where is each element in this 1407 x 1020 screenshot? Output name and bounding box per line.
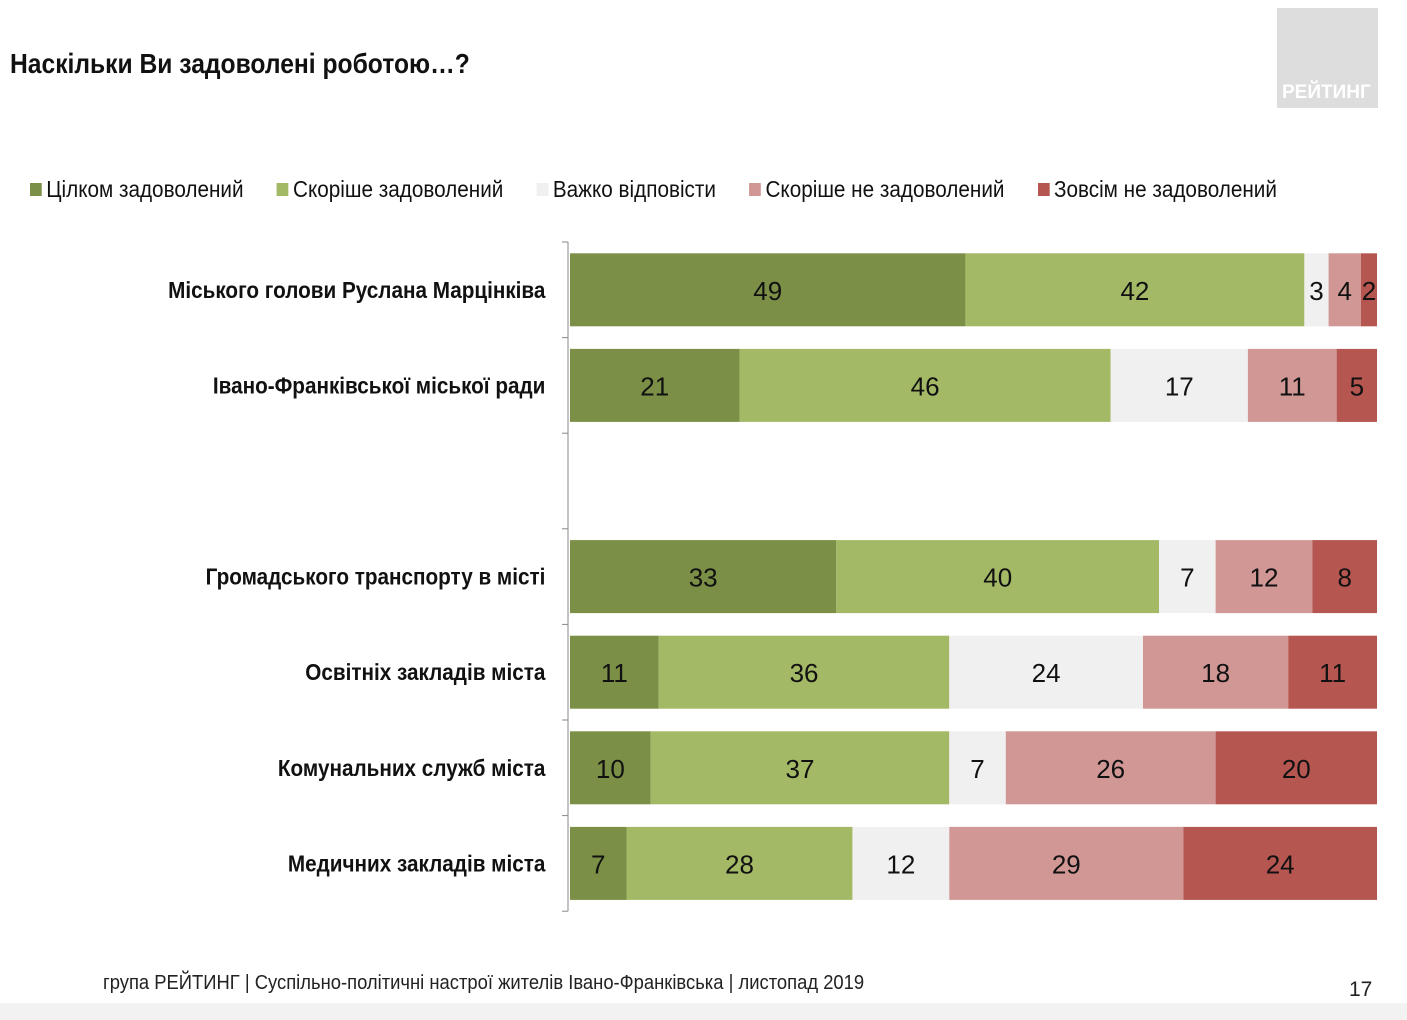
bar-segment: [650, 731, 950, 805]
category-label: Міського голови Руслана Марцінківа: [168, 277, 546, 303]
bar-chart: Міського голови Руслана Марцінківа 49 42 3 4…: [168, 241, 1377, 912]
bar-segment: [626, 826, 853, 900]
data-label: 3: [1309, 276, 1323, 306]
bar-segment: [570, 731, 651, 805]
data-label: 7: [970, 754, 984, 784]
legend-item: Скоріше задоволений: [276, 176, 504, 203]
bar-segment: [1183, 826, 1377, 900]
legend-swatch: [1037, 183, 1050, 196]
data-label: 37: [786, 754, 815, 784]
data-label: 2: [1362, 276, 1376, 306]
bar-segment: [570, 635, 659, 709]
data-label: 5: [1350, 371, 1364, 401]
data-label: 17: [1165, 371, 1194, 401]
category-label: Громадського транспорту в місті: [206, 564, 546, 590]
data-label: 11: [601, 658, 628, 688]
bar-segment: [949, 826, 1184, 900]
bar-segment: [949, 635, 1143, 709]
bar-segment: [1304, 253, 1329, 327]
legend-swatch: [276, 183, 289, 196]
bar-segment: [949, 731, 1006, 805]
bar-segment: [1360, 253, 1377, 327]
data-label: 42: [1120, 276, 1149, 306]
bar-segment: [1159, 540, 1216, 614]
logo-text: РЕЙТИНГ: [1282, 82, 1371, 103]
bar-segment: [570, 253, 966, 327]
footer: група РЕЙТИНГ | Суспільно-політичні наст…: [103, 972, 865, 994]
bar-segment: [658, 635, 950, 709]
data-label: 40: [983, 563, 1012, 593]
legend-item: Важко відповісти: [536, 176, 716, 203]
logo: РЕЙТИНГ: [1277, 8, 1378, 108]
data-label: 4: [1337, 276, 1351, 306]
bar-segment: [570, 348, 740, 422]
data-label: 10: [596, 754, 625, 784]
bar-segment: [836, 540, 1160, 614]
legend-label: Зовсім не задоволений: [1053, 176, 1277, 202]
bar-segment: [1328, 253, 1361, 327]
legend-swatch: [30, 183, 42, 196]
data-label: 11: [1279, 371, 1306, 401]
bottom-bar: [0, 1003, 1407, 1020]
category-label: Комунальних служб міста: [278, 755, 546, 781]
legend-item: Скоріше не задоволений: [749, 176, 1004, 203]
data-label: 33: [689, 563, 718, 593]
legend-label: Скоріше задоволений: [293, 176, 504, 202]
data-label: 11: [1319, 658, 1346, 688]
data-label: 21: [640, 371, 669, 401]
bar-segment: [1215, 731, 1377, 805]
bar-segment: [570, 540, 837, 614]
legend-label: Скоріше не задоволений: [765, 176, 1005, 202]
data-label: 36: [790, 658, 819, 688]
legend-label: Важко відповісти: [552, 176, 716, 202]
data-label: 49: [753, 276, 782, 306]
legend-item: Цілком задоволений: [30, 176, 244, 203]
bar-segment: [1110, 348, 1248, 422]
chart-title: Наскільки Ви задоволені роботою…?: [10, 48, 470, 79]
legend-swatch: [749, 183, 761, 196]
data-label: 7: [1180, 563, 1194, 593]
page-number: 17: [1349, 978, 1373, 1001]
bar-segment: [965, 253, 1305, 327]
category-label: Освітніх закладів міста: [305, 659, 546, 685]
bar-segment: [1247, 348, 1337, 422]
bar-segment: [1336, 348, 1377, 422]
bar-segment: [739, 348, 1111, 422]
legend-swatch: [536, 183, 549, 196]
bar-segment: [1215, 540, 1313, 614]
legend-item: Зовсім не задоволений: [1037, 176, 1277, 203]
data-label: 24: [1032, 658, 1061, 688]
category-label: Івано-Франківської міської ради: [213, 372, 545, 398]
data-label: 24: [1266, 849, 1295, 879]
data-label: 26: [1096, 754, 1125, 784]
bar-segment: [1288, 635, 1377, 709]
data-label: 28: [725, 849, 754, 879]
data-label: 18: [1201, 658, 1230, 688]
data-label: 12: [1250, 563, 1279, 593]
data-label: 46: [911, 371, 940, 401]
bar-segment: [1142, 635, 1289, 709]
legend: Цілком задоволений Скоріше задоволений Важ…: [30, 176, 1310, 203]
bar-segment: [852, 826, 950, 900]
legend-label: Цілком задоволений: [46, 176, 244, 202]
category-label: Медичних закладів міста: [288, 850, 546, 876]
bar-segment: [1005, 731, 1216, 805]
data-label: 8: [1337, 563, 1351, 593]
data-label: 7: [591, 849, 605, 879]
data-label: 29: [1052, 849, 1081, 879]
bar-segment: [1312, 540, 1377, 614]
bar-segment: [570, 826, 627, 900]
data-label: 20: [1282, 754, 1311, 784]
data-label: 12: [886, 849, 915, 879]
